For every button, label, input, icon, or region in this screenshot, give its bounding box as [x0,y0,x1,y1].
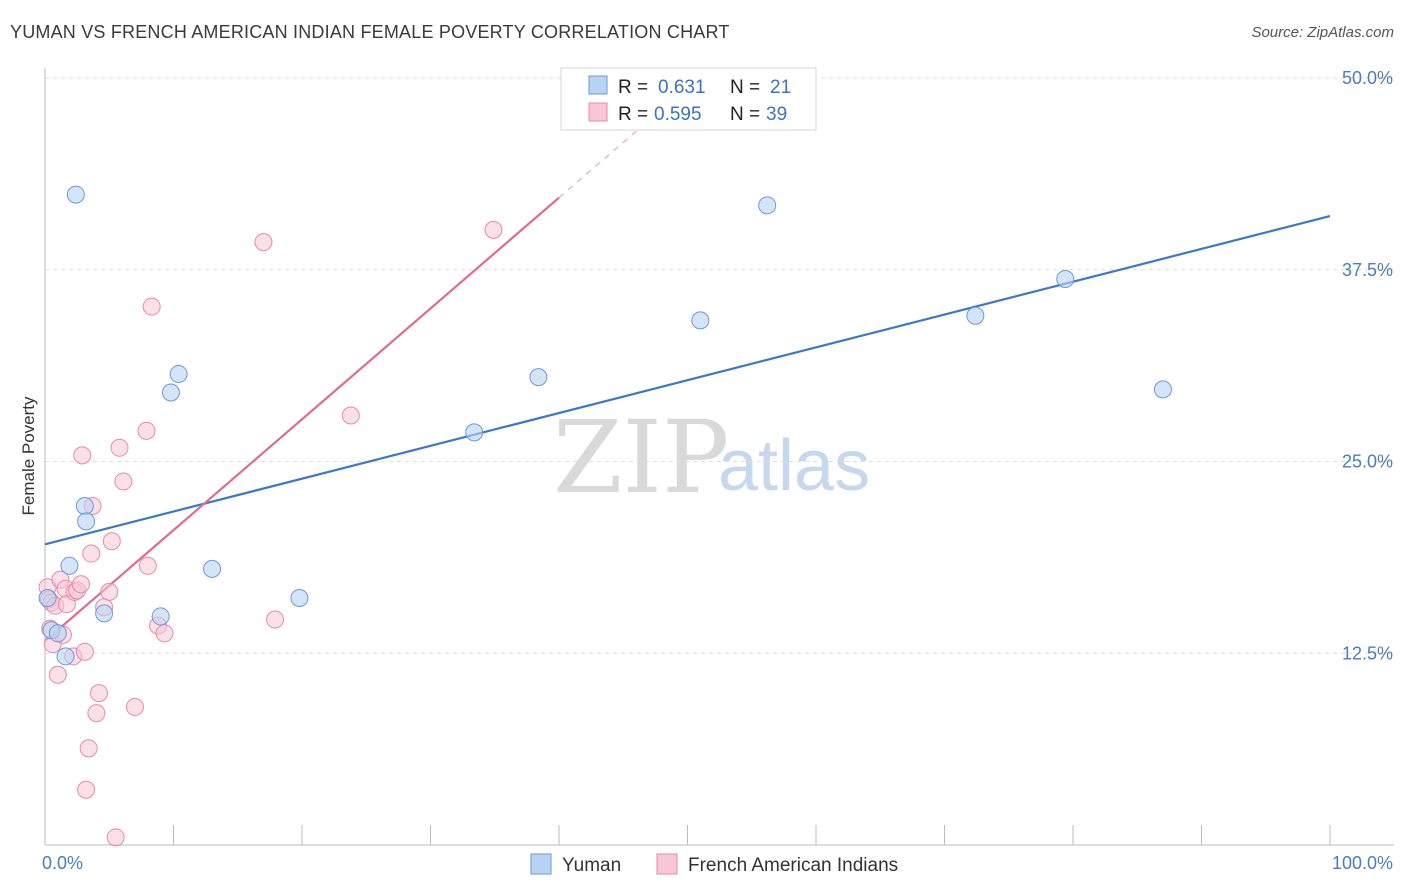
point-french-36 [341,406,360,425]
trend-line-french-extension [558,114,656,199]
point-yuman-5 [66,185,85,204]
series-legend-label-french: French American Indians [688,855,898,876]
point-french-5 [48,665,67,684]
watermark-zip: ZIP [553,399,729,516]
y-tick-label-3: 50.0% [1342,68,1393,88]
point-french-21 [89,684,108,703]
point-yuman-13 [290,589,309,608]
point-french-25 [106,828,125,847]
point-yuman-0 [38,589,57,608]
x-tick-label-min: 0.0% [42,853,83,873]
x-tick-label-max: 100.0% [1332,853,1393,873]
point-yuman-8 [95,604,114,623]
point-french-15 [75,642,94,661]
legend-n-value-yuman: 21 [770,77,791,98]
point-french-17 [79,739,98,758]
series-legend-swatch-french [656,853,678,875]
series-legend-swatch-yuman [530,853,552,875]
point-french-27 [114,472,133,491]
y-tick-labels: 12.5% 25.0% 37.5% 50.0% [1342,68,1393,663]
point-yuman-16 [691,311,710,330]
chart-title: YUMAN VS FRENCH AMERICAN INDIAN FEMALE P… [10,22,730,42]
legend-n-label-french: N = [730,104,760,125]
point-french-23 [100,582,119,601]
data-points [38,185,1172,847]
point-french-28 [125,697,144,716]
point-yuman-20 [1153,380,1172,399]
legend-r-value-french: 0.595 [654,104,702,125]
point-french-26 [110,438,129,457]
point-french-20 [87,704,106,723]
trend-line-french [44,196,560,642]
point-yuman-12 [203,559,222,578]
stats-legend: R = 0.631 N = 21 R = 0.595 N = 39 [560,67,817,131]
point-yuman-11 [169,365,188,384]
point-french-24 [102,532,121,551]
source-label: Source: ZipAtlas.com [1251,24,1394,41]
point-french-35 [266,610,285,629]
x-ticks [173,825,1331,845]
watermark-atlas: atlas [718,426,870,506]
point-french-13 [71,575,90,594]
legend-swatch-yuman [588,75,608,95]
trend-line-yuman [44,214,1331,546]
y-tick-label-2: 37.5% [1342,260,1393,280]
series-legend-label-yuman: Yuman [562,855,621,876]
grid-lines [45,77,1394,654]
y-tick-label-0: 12.5% [1342,643,1393,663]
point-yuman-15 [529,368,548,387]
legend-r-label-yuman: R = [618,77,648,98]
point-yuman-9 [151,607,170,626]
legend-n-label-yuman: N = [730,77,760,98]
point-french-31 [142,297,161,316]
point-yuman-18 [966,306,985,325]
point-french-14 [73,446,92,465]
point-french-16 [77,780,96,799]
point-yuman-3 [56,647,75,666]
series-legend: Yuman French American Indians [530,853,898,876]
point-yuman-7 [77,512,96,531]
trend-lines [44,114,1331,642]
y-axis-title: Female Poverty [19,396,38,516]
point-french-34 [254,233,273,252]
point-french-37 [484,220,503,239]
point-french-29 [137,421,156,440]
point-yuman-17 [758,196,777,215]
y-tick-label-1: 25.0% [1342,452,1393,472]
axes [44,68,1394,846]
point-yuman-6 [75,496,94,515]
point-yuman-10 [161,383,180,402]
legend-n-value-french: 39 [766,104,787,125]
point-french-33 [155,624,174,643]
point-yuman-14 [465,423,484,442]
point-french-30 [138,556,157,575]
point-french-18 [82,544,101,563]
point-yuman-2 [48,624,67,643]
point-yuman-4 [60,556,79,575]
legend-swatch-french [588,102,608,122]
legend-r-value-yuman: 0.631 [658,77,706,98]
legend-r-label-french: R = [618,104,648,125]
point-yuman-19 [1056,269,1075,288]
